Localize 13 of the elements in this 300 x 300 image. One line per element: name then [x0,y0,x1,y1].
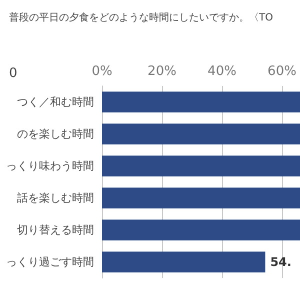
y-tick-label: っくり味わう時間 [6,160,94,172]
x-tick-label: 20% [148,64,176,79]
y-tick-label: っくり過ごす時間 [6,256,94,268]
data-label: 54. [270,255,292,269]
y-tick-label: 話を楽しむ時間 [17,192,94,204]
x-tick-label: 40% [208,64,236,79]
y-tick-label: 切り替える時間 [17,224,94,236]
x-tick-label: 0% [92,64,112,79]
y-tick-label: のを楽しむ時間 [17,128,94,140]
x-tick-label: 60% [268,64,296,79]
text: 0 [9,66,18,81]
chart-title: 普段の平日の夕食をどのような時間にしたいですか。〈TO [9,12,274,24]
y-tick-label: つく／和む時間 [17,96,94,108]
